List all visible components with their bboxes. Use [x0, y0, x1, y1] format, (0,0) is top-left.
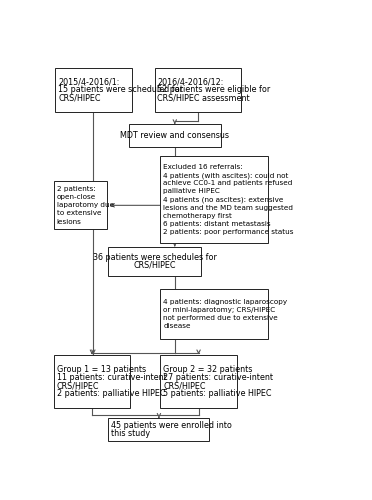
Text: chemotherapy first: chemotherapy first — [163, 212, 232, 218]
Text: 4 patients (with ascites): could not: 4 patients (with ascites): could not — [163, 172, 289, 178]
Text: CRS/HIPEC: CRS/HIPEC — [134, 260, 176, 270]
FancyBboxPatch shape — [55, 68, 132, 112]
Text: CRS/HIPEC: CRS/HIPEC — [57, 381, 99, 390]
Text: 2 patients: palliative HIPEC: 2 patients: palliative HIPEC — [57, 389, 165, 398]
Text: 52 patients were eligible for: 52 patients were eligible for — [157, 86, 271, 94]
Text: disease: disease — [163, 323, 191, 329]
FancyBboxPatch shape — [155, 68, 241, 112]
Text: lesions and the MD team suggested: lesions and the MD team suggested — [163, 204, 293, 210]
Text: 45 patients were enrolled into: 45 patients were enrolled into — [111, 421, 232, 430]
FancyBboxPatch shape — [109, 246, 201, 276]
FancyBboxPatch shape — [160, 354, 237, 408]
Text: 36 patients were schedules for: 36 patients were schedules for — [93, 252, 217, 262]
Text: 4 patients (no ascites): extensive: 4 patients (no ascites): extensive — [163, 196, 283, 203]
Text: CRS/HIPEC: CRS/HIPEC — [58, 94, 100, 102]
Text: Excluded 16 referrals:: Excluded 16 referrals: — [163, 164, 243, 170]
Text: laparotomy due: laparotomy due — [57, 202, 114, 208]
Text: 2 patients:: 2 patients: — [57, 186, 96, 192]
FancyBboxPatch shape — [160, 156, 269, 243]
Text: achieve CC0-1 and patients refused: achieve CC0-1 and patients refused — [163, 180, 293, 186]
Text: 4 patients: diagnostic laparoscopy: 4 patients: diagnostic laparoscopy — [163, 299, 288, 305]
Text: palliative HIPEC: palliative HIPEC — [163, 188, 220, 194]
Text: MDT review and consensus: MDT review and consensus — [120, 131, 229, 140]
Text: 11 patients: curative-intent: 11 patients: curative-intent — [57, 373, 166, 382]
Text: Group 2 = 32 patients: Group 2 = 32 patients — [163, 365, 253, 374]
FancyBboxPatch shape — [129, 124, 221, 146]
Text: CRS/HIPEC assessment: CRS/HIPEC assessment — [157, 94, 250, 102]
Text: Group 1 = 13 patients: Group 1 = 13 patients — [57, 365, 146, 374]
Text: 15 patients were scheduled for: 15 patients were scheduled for — [58, 86, 183, 94]
Text: 2015/4-2016/1:: 2015/4-2016/1: — [58, 78, 119, 86]
Text: 2 patients: poor performance status: 2 patients: poor performance status — [163, 229, 294, 235]
FancyBboxPatch shape — [54, 354, 130, 408]
FancyBboxPatch shape — [160, 289, 269, 339]
Text: 6 patients: distant metastasis: 6 patients: distant metastasis — [163, 221, 271, 227]
Text: CRS/HIPEC: CRS/HIPEC — [163, 381, 206, 390]
Text: to extensive: to extensive — [57, 210, 101, 216]
Text: or mini-laparotomy; CRS/HIPEC: or mini-laparotomy; CRS/HIPEC — [163, 307, 276, 313]
Text: this study: this study — [111, 429, 151, 438]
Text: 2016/4-2016/12:: 2016/4-2016/12: — [157, 78, 224, 86]
Text: 27 patients: curative-intent: 27 patients: curative-intent — [163, 373, 273, 382]
FancyBboxPatch shape — [109, 418, 209, 441]
Text: lesions: lesions — [57, 218, 81, 224]
FancyBboxPatch shape — [54, 182, 107, 230]
Text: 5 patients: palliative HIPEC: 5 patients: palliative HIPEC — [163, 389, 272, 398]
Text: not performed due to extensive: not performed due to extensive — [163, 315, 278, 321]
Text: open-close: open-close — [57, 194, 96, 200]
